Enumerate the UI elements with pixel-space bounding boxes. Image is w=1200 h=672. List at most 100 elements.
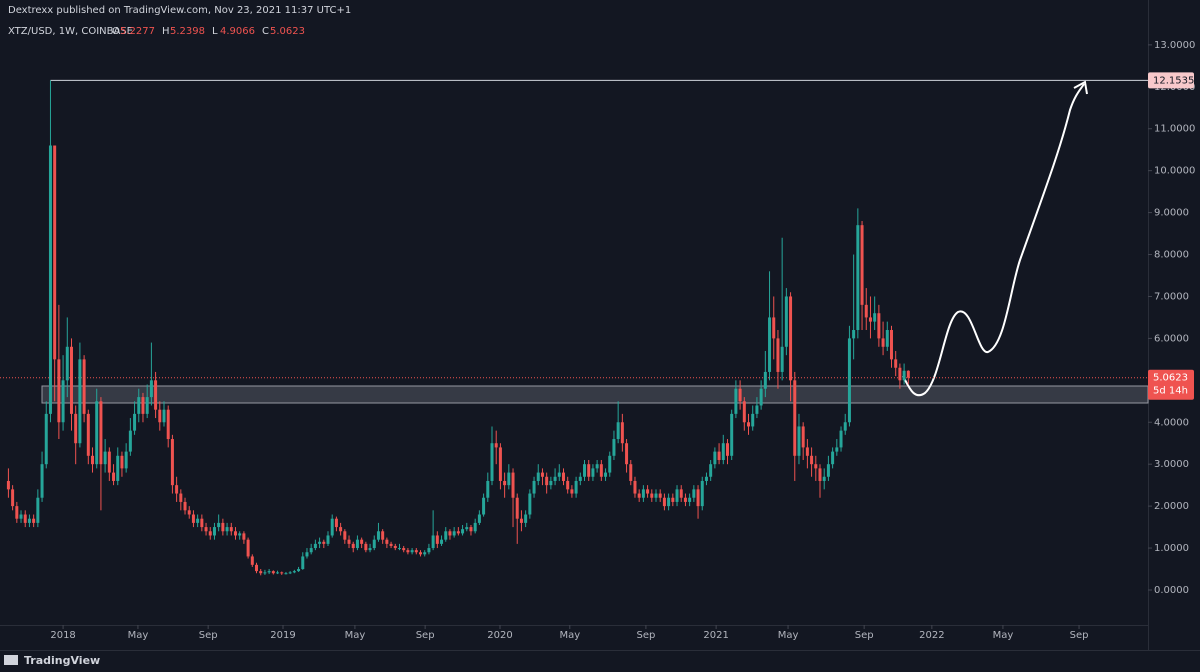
candle-body <box>671 497 675 502</box>
candle-body <box>692 489 696 498</box>
candle-body <box>549 480 553 486</box>
candle-body <box>313 543 317 549</box>
candle-body <box>751 413 755 427</box>
x-tick-label: 2018 <box>50 630 75 641</box>
candle-body <box>561 472 565 481</box>
candle-body <box>284 573 288 575</box>
candle-body <box>112 472 116 481</box>
legend-value: 5.2277 <box>120 26 155 37</box>
candle-body <box>238 533 242 536</box>
candle-body <box>158 409 162 423</box>
candle-body <box>519 518 523 523</box>
candle-body <box>717 451 721 460</box>
candle-body <box>402 548 406 551</box>
candle-body <box>116 455 120 481</box>
candle-body <box>57 359 61 423</box>
candle-body <box>688 497 692 502</box>
candle-body <box>725 443 729 456</box>
candle-body <box>200 518 204 528</box>
candle-body <box>566 480 570 490</box>
candle-body <box>431 535 435 549</box>
x-tick-label: 2020 <box>487 630 512 641</box>
candle-body <box>700 480 704 507</box>
candle-body <box>410 550 414 553</box>
candle-body <box>448 531 452 536</box>
candle-body <box>48 145 52 414</box>
projection-arrow <box>902 83 1085 397</box>
candle-body <box>78 359 82 444</box>
candle-body <box>738 388 742 402</box>
candle-body <box>498 447 502 481</box>
candle-body <box>578 476 582 481</box>
countdown-label: 5d 14h <box>1153 386 1188 397</box>
candle-body <box>587 464 591 477</box>
candle-body <box>784 296 788 347</box>
candle-body <box>385 539 389 544</box>
x-tick-label: Sep <box>855 630 874 641</box>
candle-body <box>233 531 237 536</box>
candle-body <box>65 346 69 381</box>
candle-body <box>397 548 401 550</box>
candle-body <box>612 439 616 456</box>
y-tick-label: 6.0000 <box>1154 333 1189 344</box>
candle-body <box>734 388 738 414</box>
candle-body <box>255 564 259 572</box>
candle-body <box>61 380 65 423</box>
candle-body <box>36 497 40 523</box>
arrow-head <box>1073 80 1088 95</box>
candle-body <box>27 518 31 523</box>
candle-body <box>318 541 322 544</box>
candle-body <box>477 514 481 523</box>
candle-body <box>574 480 578 494</box>
candle-body <box>789 296 793 381</box>
x-tick-label: May <box>778 630 799 641</box>
candle-body <box>271 571 275 574</box>
y-tick-label: 11.0000 <box>1154 124 1195 135</box>
candle-body <box>351 543 355 549</box>
candle-body <box>763 371 767 389</box>
candle-body <box>99 401 103 465</box>
plot <box>0 79 1148 576</box>
candle-body <box>107 451 111 473</box>
candle-body <box>187 510 191 515</box>
candle-body <box>906 370 910 378</box>
candle-body <box>540 472 544 477</box>
candle-body <box>696 489 700 507</box>
candle-body <box>860 225 864 305</box>
candle-body <box>305 552 309 557</box>
candle-body <box>545 476 549 486</box>
candle-body <box>755 405 759 414</box>
candle-body <box>326 535 330 544</box>
y-tick-label: 4.0000 <box>1154 417 1189 428</box>
candle-body <box>154 380 158 410</box>
candle-body <box>364 543 368 551</box>
candle-body <box>419 552 423 555</box>
candle-body <box>532 480 536 494</box>
candle-body <box>591 468 595 477</box>
candle-body <box>250 556 254 565</box>
candle-body <box>873 313 877 322</box>
candle-body <box>322 541 326 544</box>
candle-body <box>389 543 393 546</box>
candle-body <box>435 535 439 544</box>
candle-body <box>166 409 170 440</box>
candle-body <box>23 514 27 523</box>
candle-body <box>473 522 477 532</box>
candle-body <box>444 531 448 540</box>
candle-body <box>852 330 856 339</box>
candle-body <box>730 413 734 456</box>
candle-body <box>793 380 797 456</box>
candle-body <box>507 472 511 486</box>
candle-body <box>95 401 99 465</box>
candle-body <box>868 317 872 322</box>
x-tick-label: 2022 <box>919 630 944 641</box>
candle-body <box>133 413 137 431</box>
candle-body <box>343 531 347 540</box>
candle-body <box>818 468 822 481</box>
level-label: 12.1535 <box>1153 75 1194 86</box>
candle-body <box>604 472 608 477</box>
legend-value: 4.9066 <box>220 26 255 37</box>
candle-body <box>267 571 271 573</box>
